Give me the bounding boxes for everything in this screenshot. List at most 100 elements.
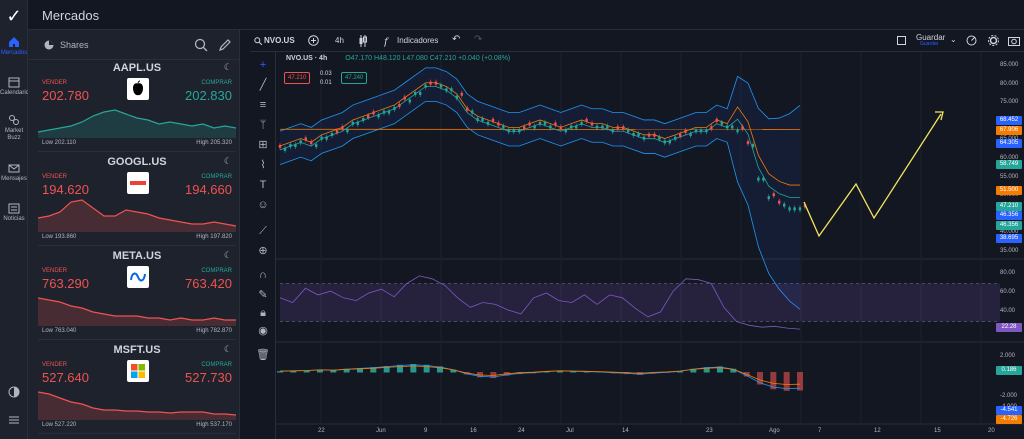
lock-icon[interactable]: 🔒︎ xyxy=(260,307,266,319)
eye-icon[interactable]: ◉ xyxy=(258,325,268,337)
fib-icon[interactable]: ⊞ xyxy=(258,139,268,151)
alert-icon[interactable] xyxy=(966,35,977,46)
buy-price[interactable]: 202.830 xyxy=(185,88,232,103)
time-axis-tick: 15 xyxy=(934,428,941,434)
magnet-icon[interactable]: ∩ xyxy=(259,269,267,281)
rail-label: Market Buzz xyxy=(4,128,24,141)
moon-icon: ☾ xyxy=(223,156,232,166)
time-axis-tick: Jul xyxy=(566,428,574,434)
edit-icon[interactable] xyxy=(218,38,232,52)
gear-icon[interactable] xyxy=(988,35,999,46)
calendar-icon xyxy=(8,77,20,88)
interval-selector[interactable]: 4h xyxy=(335,36,344,45)
company-logo-icon xyxy=(127,266,149,288)
spread-bottom: 0.01 xyxy=(320,80,332,86)
drawing-toolbar: + ╱ ≡ ᛘ ⊞ ⌇ T ☺ ⟋ ⊕ ∩ ✎ 🔒︎ ◉ 🗑︎ xyxy=(250,52,276,439)
legend-close: C47.210 xyxy=(429,55,457,62)
sell-price[interactable]: 527.640 xyxy=(42,370,89,385)
indicators-icon: f xyxy=(384,37,390,47)
ruler-icon[interactable]: ⟋ xyxy=(259,225,267,237)
buy-label: COMPRAR xyxy=(201,80,232,86)
rail-item-mensajes[interactable]: Mensajes xyxy=(0,162,28,183)
price-tag: 67.906 xyxy=(996,126,1022,135)
price-axis-tick: 40.000 xyxy=(1000,229,1019,236)
add-symbol-icon[interactable] xyxy=(308,35,319,46)
rsi-line xyxy=(279,275,801,330)
rsi-axis-tick: 60.00 xyxy=(1000,289,1016,295)
chart-toolbar: NVO.US 4h f Indicadores ↶ ↷ Guardar Guar… xyxy=(250,30,1024,52)
search-icon[interactable] xyxy=(194,38,208,52)
emoji-icon[interactable]: ☺ xyxy=(257,199,269,211)
rail-item-mercados[interactable]: Mercados xyxy=(0,36,28,57)
price-tag: 58.749 xyxy=(996,160,1022,169)
pitchfork-icon[interactable]: ᛘ xyxy=(259,119,267,131)
company-logo-icon xyxy=(127,78,149,100)
crosshair-icon[interactable]: + xyxy=(259,59,267,71)
buy-price[interactable]: 194.660 xyxy=(185,182,232,197)
buy-label: COMPRAR xyxy=(201,268,232,274)
macd-tag: -4.541 xyxy=(996,406,1022,415)
trash-icon[interactable]: 🗑︎ xyxy=(256,349,270,361)
buy-price[interactable]: 763.420 xyxy=(185,276,232,291)
save-button[interactable]: Guardar xyxy=(916,33,946,42)
rail-item-calendario[interactable]: Calendario xyxy=(0,76,29,97)
candles-icon[interactable] xyxy=(358,35,368,47)
pattern-icon[interactable]: ⌇ xyxy=(260,159,266,171)
price-tag: 47.210 xyxy=(996,202,1022,211)
settings-button[interactable] xyxy=(0,414,28,428)
moon-icon: ☾ xyxy=(223,62,232,72)
symbol-selector[interactable]: NVO.US xyxy=(264,36,295,45)
buzz-icon xyxy=(9,115,19,125)
card-symbol: GOOGL.US xyxy=(107,156,167,168)
macd-axis-tick: 2.000 xyxy=(1000,353,1016,359)
sell-price[interactable]: 194.620 xyxy=(42,182,89,197)
watchlist-card[interactable]: AAPL.US ☾ VENDER COMPRAR 202.780 202.830 Low 2… xyxy=(38,60,236,152)
time-axis-tick: 9 xyxy=(424,428,428,434)
price-axis-tick: 85.000 xyxy=(1000,62,1019,68)
time-axis-tick: 20 xyxy=(988,428,995,434)
high-value: High 205.320 xyxy=(196,140,232,146)
low-value: Low 527.220 xyxy=(42,422,77,428)
rail-item-noticias[interactable]: Noticias xyxy=(0,202,28,223)
text-icon[interactable]: T xyxy=(259,179,267,191)
redo-icon[interactable]: ↷ xyxy=(474,34,483,45)
chart-legend: NVO.US · 4h O47.170 H48.120 L47.080 C47.… xyxy=(286,55,510,62)
layout-icon[interactable] xyxy=(897,36,906,45)
forecast-line xyxy=(803,113,942,238)
bollinger-band xyxy=(280,67,800,310)
trendline-icon[interactable]: ╱ xyxy=(259,79,267,91)
high-value: High 537.170 xyxy=(196,422,232,428)
buy-price-box[interactable]: 47.240 xyxy=(341,72,368,84)
sell-price[interactable]: 202.780 xyxy=(42,88,89,103)
camera-icon[interactable] xyxy=(1008,35,1020,46)
watchlist-card[interactable]: GOOGL.US ☾ VENDER COMPRAR 194.620 194.660 Low … xyxy=(38,154,236,246)
time-axis-tick: 24 xyxy=(518,428,525,434)
rail-item-market-buzz[interactable]: Market Buzz xyxy=(0,114,28,142)
buy-price[interactable]: 527.730 xyxy=(185,370,232,385)
undo-icon[interactable]: ↶ xyxy=(452,34,461,45)
sparkline xyxy=(38,297,236,326)
price-tag: 64.305 xyxy=(996,139,1022,148)
rsi-axis-tick: 40.00 xyxy=(1000,308,1016,314)
sell-price-box[interactable]: 47.210 xyxy=(284,72,311,84)
zoom-icon[interactable]: ⊕ xyxy=(258,245,268,257)
sell-price[interactable]: 763.290 xyxy=(42,276,89,291)
watchlist-card[interactable]: MSFT.US ☾ VENDER COMPRAR 527.640 527.730 Low 5… xyxy=(38,342,236,434)
legend-change: +0.040 (+0.08%) xyxy=(458,55,511,62)
page-title: Mercados xyxy=(42,8,100,23)
buy-label: COMPRAR xyxy=(201,362,232,368)
low-value: Low 763.040 xyxy=(42,328,77,334)
price-tag: 51.500 xyxy=(996,186,1022,195)
buy-label: COMPRAR xyxy=(201,174,232,180)
lock-drawing-icon[interactable]: ✎ xyxy=(258,289,268,301)
horizontal-lines-icon[interactable]: ≡ xyxy=(259,99,267,111)
sparkline xyxy=(38,109,236,138)
chevron-down-icon[interactable]: ⌄ xyxy=(950,35,957,44)
svg-text:f: f xyxy=(384,37,390,47)
price-tag: 46.356 xyxy=(996,211,1022,220)
watchlist-card[interactable]: META.US ☾ VENDER COMPRAR 763.290 763.420 Low 7… xyxy=(38,248,236,340)
indicators-button[interactable]: Indicadores xyxy=(397,36,439,45)
theme-toggle[interactable] xyxy=(0,386,28,400)
price-chart[interactable] xyxy=(276,52,1024,439)
time-axis-tick: Jun xyxy=(376,428,386,434)
